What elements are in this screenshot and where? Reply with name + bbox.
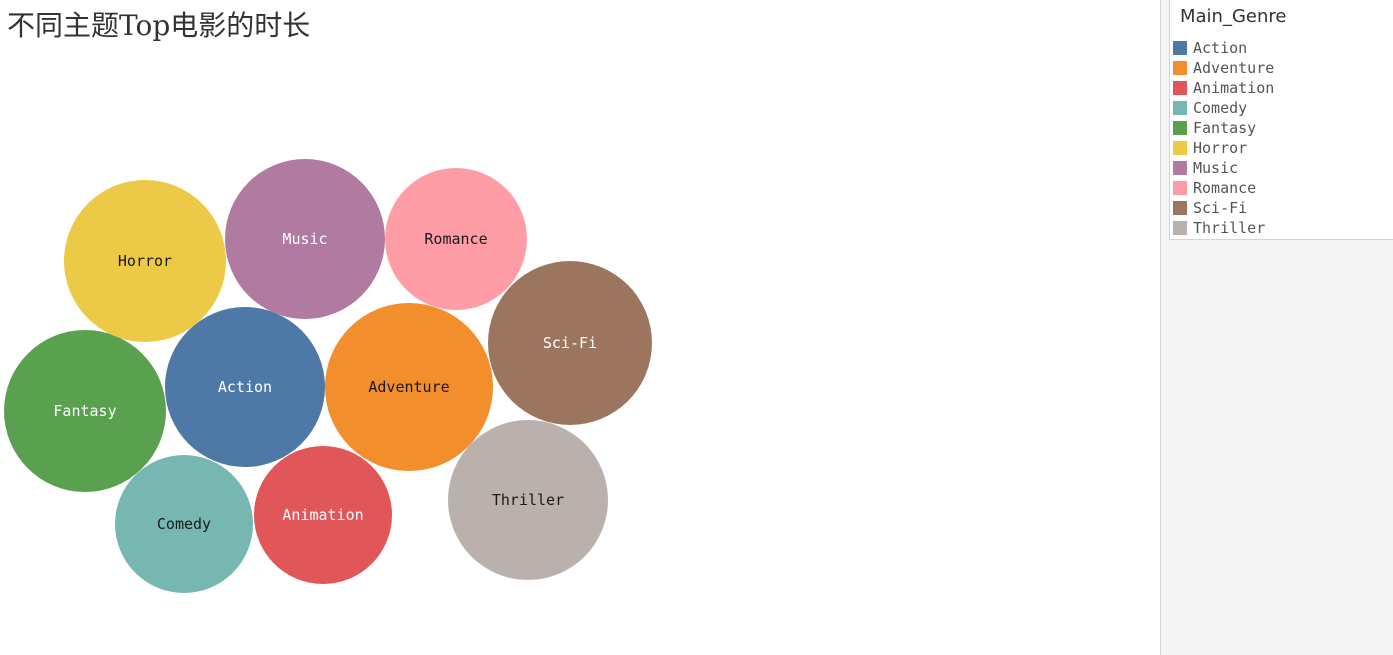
bubble-label-comedy: Comedy <box>157 515 211 533</box>
bubble-adventure[interactable] <box>325 303 493 471</box>
legend-label-music: Music <box>1193 159 1239 177</box>
legend-item-comedy[interactable]: Comedy <box>1173 98 1247 118</box>
bubble-label-sci-fi: Sci-Fi <box>543 334 597 352</box>
legend-item-romance[interactable]: Romance <box>1173 178 1256 198</box>
legend-item-fantasy[interactable]: Fantasy <box>1173 118 1256 138</box>
chart-title: 不同主题Top电影的时长 <box>7 9 311 42</box>
legend-label-horror: Horror <box>1193 139 1248 157</box>
bubble-comedy[interactable] <box>115 455 253 593</box>
legend-title: Main_Genre <box>1180 6 1287 27</box>
bubble-label-horror: Horror <box>118 252 172 270</box>
legend: Main_Genre Action Adventure Animation Comed… <box>1169 0 1393 240</box>
legend-label-romance: Romance <box>1193 179 1257 197</box>
bubble-music[interactable] <box>225 159 385 319</box>
bubble-label-thriller: Thriller <box>492 491 564 509</box>
legend-swatch-sci-fi <box>1173 201 1187 215</box>
legend-item-adventure[interactable]: Adventure <box>1173 58 1274 78</box>
bubble-animation[interactable] <box>254 446 392 584</box>
legend-swatch-action <box>1173 41 1187 55</box>
bubble-horror[interactable] <box>64 180 226 342</box>
legend-swatch-animation <box>1173 81 1187 95</box>
bubble-label-action: Action <box>218 378 272 396</box>
legend-swatch-romance <box>1173 181 1187 195</box>
legend-item-thriller[interactable]: Thriller <box>1173 218 1265 238</box>
bubble-romance[interactable] <box>385 168 527 310</box>
bubble-fantasy[interactable] <box>4 330 166 492</box>
legend-swatch-comedy <box>1173 101 1187 115</box>
bubble-action[interactable] <box>165 307 325 467</box>
legend-label-sci-fi: Sci-Fi <box>1193 199 1248 217</box>
legend-item-horror[interactable]: Horror <box>1173 138 1247 158</box>
legend-swatch-music <box>1173 161 1187 175</box>
bubble-label-fantasy: Fantasy <box>53 402 116 420</box>
legend-label-action: Action <box>1193 39 1248 57</box>
bubble-label-animation: Animation <box>282 506 363 524</box>
bubble-chart: Action Adventure Animation Comedy Fantasy Hor… <box>4 159 652 593</box>
legend-item-sci-fi[interactable]: Sci-Fi <box>1173 198 1247 218</box>
legend-item-animation[interactable]: Animation <box>1173 78 1274 98</box>
legend-label-thriller: Thriller <box>1193 219 1266 237</box>
legend-label-fantasy: Fantasy <box>1193 119 1257 137</box>
bubble-label-romance: Romance <box>424 230 487 248</box>
legend-swatch-horror <box>1173 141 1187 155</box>
legend-item-action[interactable]: Action <box>1173 38 1247 58</box>
legend-item-music[interactable]: Music <box>1173 158 1238 178</box>
legend-label-adventure: Adventure <box>1193 59 1275 77</box>
legend-label-comedy: Comedy <box>1193 99 1248 117</box>
bubble-label-adventure: Adventure <box>368 378 449 396</box>
legend-label-animation: Animation <box>1193 79 1275 97</box>
bubble-label-music: Music <box>282 230 327 248</box>
bubble-sci-fi[interactable] <box>488 261 652 425</box>
legend-swatch-adventure <box>1173 61 1187 75</box>
bubble-thriller[interactable] <box>448 420 608 580</box>
legend-swatch-thriller <box>1173 221 1187 235</box>
legend-swatch-fantasy <box>1173 121 1187 135</box>
